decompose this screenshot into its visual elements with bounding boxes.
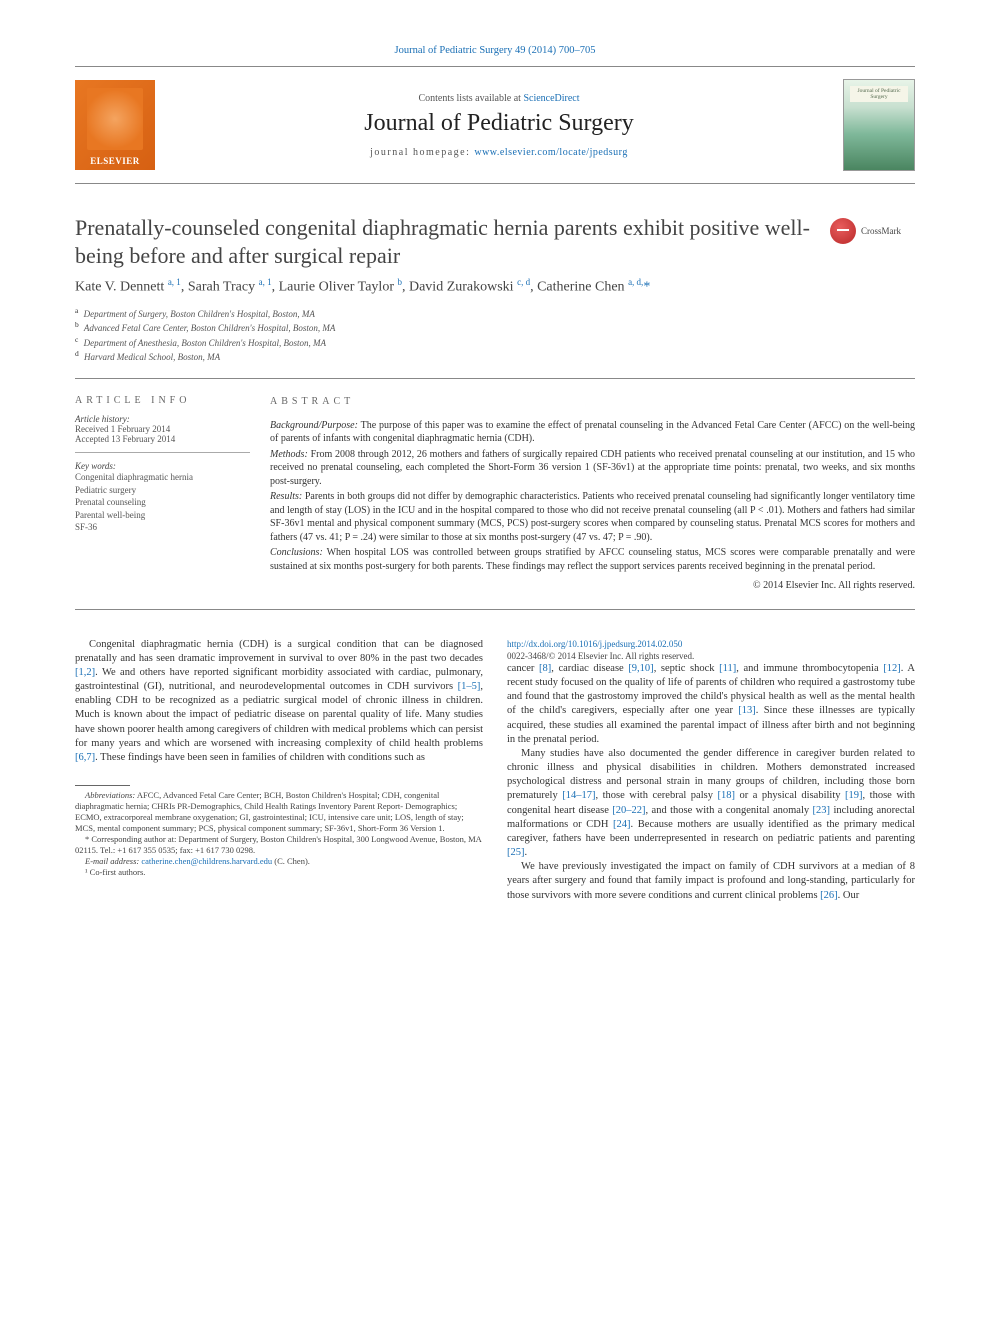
- accepted-date: Accepted 13 February 2014: [75, 434, 250, 444]
- crossmark-label: CrossMark: [861, 226, 901, 236]
- footnote-rule: [75, 785, 130, 786]
- elsevier-label: ELSEVIER: [90, 156, 140, 166]
- homepage-prefix: journal homepage:: [370, 147, 474, 158]
- keyword: Pediatric surgery: [75, 484, 250, 497]
- keyword: Parental well-being: [75, 509, 250, 522]
- doi-link[interactable]: http://dx.doi.org/10.1016/j.jpedsurg.201…: [507, 639, 682, 649]
- citation-link[interactable]: [11]: [719, 663, 736, 674]
- title-row: Prenatally-counseled congenital diaphrag…: [75, 214, 915, 269]
- journal-header: ELSEVIER Contents lists available at Sci…: [75, 66, 915, 184]
- running-head[interactable]: Journal of Pediatric Surgery 49 (2014) 7…: [75, 45, 915, 56]
- homepage-link[interactable]: www.elsevier.com/locate/jpedsurg: [474, 147, 627, 158]
- contents-line: Contents lists available at ScienceDirec…: [170, 93, 828, 104]
- abstract: ABSTRACT Background/Purpose: The purpose…: [270, 395, 915, 593]
- citation-link[interactable]: [26]: [820, 890, 838, 901]
- abstract-methods: Methods: From 2008 through 2012, 26 moth…: [270, 448, 915, 489]
- body-para: Many studies have also documented the ge…: [507, 747, 915, 860]
- journal-cover-text: Journal of Pediatric Surgery: [850, 88, 908, 100]
- citation-link[interactable]: [8]: [539, 663, 551, 674]
- article-title: Prenatally-counseled congenital diaphrag…: [75, 214, 810, 269]
- history-block: Article history: Received 1 February 201…: [75, 414, 250, 453]
- citation-link[interactable]: [12]: [883, 663, 901, 674]
- contents-prefix: Contents lists available at: [418, 93, 523, 104]
- citation-link[interactable]: [23]: [813, 805, 831, 816]
- keywords-label: Key words:: [75, 461, 250, 471]
- crossmark-badge[interactable]: CrossMark: [830, 218, 915, 244]
- authors: Kate V. Dennett a, 1, Sarah Tracy a, 1, …: [75, 277, 915, 296]
- sciencedirect-link[interactable]: ScienceDirect: [523, 93, 579, 104]
- footnotes: Abbreviations: AFCC, Advanced Fetal Care…: [75, 785, 483, 878]
- citation-link[interactable]: [1,2]: [75, 667, 95, 678]
- abstract-results: Results: Parents in both groups did not …: [270, 490, 915, 544]
- homepage-line: journal homepage: www.elsevier.com/locat…: [170, 147, 828, 158]
- email-link[interactable]: catherine.chen@childrens.harvard.edu: [141, 856, 272, 866]
- abstract-copyright: © 2014 Elsevier Inc. All rights reserved…: [270, 579, 915, 593]
- journal-cover-icon: Journal of Pediatric Surgery: [843, 79, 915, 171]
- elsevier-logo-icon: ELSEVIER: [75, 80, 155, 170]
- divider: [75, 609, 915, 610]
- keywords-list: Congenital diaphragmatic herniaPediatric…: [75, 471, 250, 534]
- citation-link[interactable]: [1–5]: [458, 681, 481, 692]
- citation-link[interactable]: [19]: [845, 790, 863, 801]
- history-label: Article history:: [75, 414, 250, 424]
- cofirst-footnote: ¹ Co-first authors.: [75, 867, 483, 878]
- citation-link[interactable]: [9,10]: [628, 663, 653, 674]
- divider: [75, 378, 915, 379]
- body-text: Congenital diaphragmatic hernia (CDH) is…: [75, 638, 915, 903]
- citation-link[interactable]: [13]: [738, 705, 756, 716]
- abstract-heading: ABSTRACT: [270, 395, 915, 409]
- keyword: Congenital diaphragmatic hernia: [75, 471, 250, 484]
- keywords-block: Key words: Congenital diaphragmatic hern…: [75, 461, 250, 534]
- affiliations: a Department of Surgery, Boston Children…: [75, 306, 915, 364]
- article-info: ARTICLE INFO Article history: Received 1…: [75, 395, 270, 593]
- citation-link[interactable]: [20–22]: [612, 805, 645, 816]
- journal-name: Journal of Pediatric Surgery: [170, 110, 828, 137]
- crossmark-icon: [830, 218, 856, 244]
- abstract-conclusions: Conclusions: When hospital LOS was contr…: [270, 546, 915, 573]
- email-footnote: E-mail address: catherine.chen@childrens…: [75, 856, 483, 867]
- body-para: Congenital diaphragmatic hernia (CDH) is…: [75, 638, 483, 766]
- citation-link[interactable]: [14–17]: [562, 790, 595, 801]
- citation-link[interactable]: [24]: [613, 819, 631, 830]
- doi-block: http://dx.doi.org/10.1016/j.jpedsurg.201…: [507, 638, 915, 662]
- info-abstract-row: ARTICLE INFO Article history: Received 1…: [75, 395, 915, 593]
- abstract-background: Background/Purpose: The purpose of this …: [270, 419, 915, 446]
- citation-link[interactable]: [25]: [507, 847, 525, 858]
- body-para: We have previously investigated the impa…: [507, 860, 915, 903]
- keyword: SF-36: [75, 521, 250, 534]
- received-date: Received 1 February 2014: [75, 424, 250, 434]
- abbrev-footnote: Abbreviations: AFCC, Advanced Fetal Care…: [75, 790, 483, 834]
- keyword: Prenatal counseling: [75, 496, 250, 509]
- citation-link[interactable]: [18]: [717, 790, 735, 801]
- header-center: Contents lists available at ScienceDirec…: [155, 93, 843, 158]
- citation-link[interactable]: [6,7]: [75, 752, 95, 763]
- body-para: cancer [8], cardiac disease [9,10], sept…: [507, 662, 915, 747]
- issn-copyright: 0022-3468/© 2014 Elsevier Inc. All right…: [507, 651, 694, 661]
- corresponding-footnote: * Corresponding author at: Department of…: [75, 834, 483, 856]
- article-info-heading: ARTICLE INFO: [75, 395, 250, 406]
